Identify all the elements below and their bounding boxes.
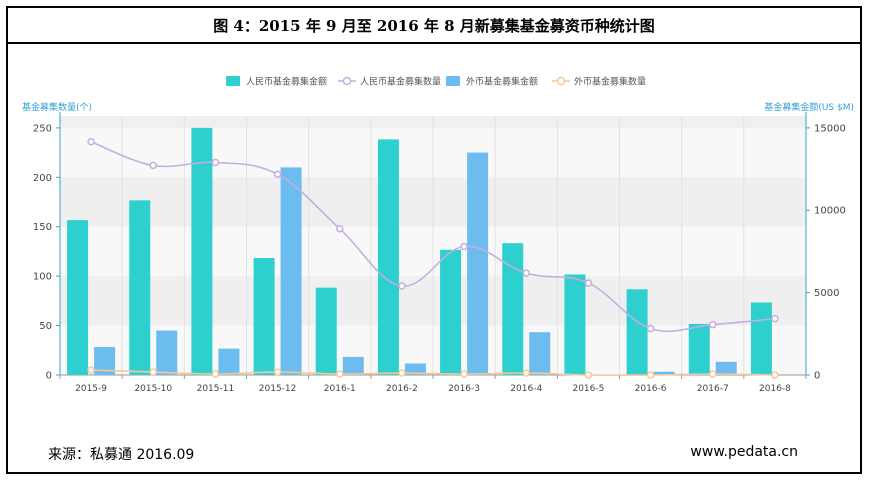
y-left-tick-label: 200 — [33, 173, 52, 184]
rmb-count-point — [398, 282, 406, 290]
rmb-count-point — [522, 269, 530, 277]
fx-count-point — [149, 368, 157, 376]
legend-swatch — [446, 76, 460, 86]
fx-count-point — [709, 370, 717, 378]
fx-count-point — [273, 368, 282, 376]
bar-rmb-amount — [253, 258, 275, 375]
x-tick-label: 2016-5 — [572, 384, 604, 394]
legend-label: 人民币基金募集金额 — [246, 76, 327, 88]
legend-label: 人民币基金募集数量 — [360, 76, 441, 88]
website-note: www.pedata.cn — [690, 444, 798, 460]
fx-count-point — [87, 366, 95, 374]
x-tick-label: 2015-11 — [197, 384, 235, 394]
fx-count-point — [211, 370, 220, 378]
bar-rmb-amount — [626, 289, 648, 375]
y-left-tick-label: 50 — [39, 321, 52, 332]
bar-rmb-amount — [750, 302, 772, 375]
bar-rmb-amount — [67, 220, 89, 375]
fx-count-point — [646, 371, 655, 379]
bar-rmb-amount — [315, 287, 337, 375]
fx-count-point — [771, 371, 779, 379]
rmb-count-point — [273, 170, 282, 179]
y-left-tick-label: 100 — [33, 272, 52, 283]
chart-area: 人民币基金募集金额 人民币基金募集数量 外币基金募集金额 外币基金募集数量基金募集数量… — [8, 44, 860, 434]
legend-swatch-marker — [556, 76, 566, 86]
bar-fx-amount — [404, 363, 426, 375]
legend-swatch-marker — [342, 76, 352, 86]
bar-fx-amount — [653, 371, 675, 375]
bar-rmb-amount — [129, 200, 151, 375]
bar-fx-amount — [280, 167, 302, 375]
x-tick-label: 2016-8 — [759, 384, 791, 394]
rmb-count-point — [709, 320, 717, 329]
bar-rmb-amount — [377, 139, 399, 375]
x-tick-label: 2016-2 — [386, 384, 418, 394]
rmb-count-point — [211, 158, 220, 167]
bar-rmb-amount — [564, 274, 586, 375]
bar-rmb-amount — [502, 243, 524, 375]
legend-label: 外币基金募集金额 — [466, 76, 538, 88]
x-tick-label: 2015-10 — [134, 384, 172, 394]
x-tick-label: 2016-7 — [697, 384, 729, 394]
y-right-tick-label: 0 — [814, 371, 820, 382]
x-tick-label: 2015-12 — [259, 384, 297, 394]
fx-count-point — [522, 369, 530, 377]
y-left-tick-label: 0 — [46, 371, 52, 382]
rmb-count-point — [336, 224, 344, 233]
bar-fx-amount — [218, 348, 240, 375]
source-note: 来源：私募通 2016.09 — [48, 447, 195, 463]
bar-fx-amount — [467, 152, 489, 375]
rmb-count-point — [646, 324, 655, 333]
legend-swatch — [226, 76, 240, 86]
bar-rmb-amount — [191, 127, 213, 375]
bar-fx-amount — [94, 346, 116, 375]
x-tick-label: 2015-9 — [75, 384, 107, 394]
bar-fx-amount — [529, 332, 551, 375]
bar-rmb-amount — [688, 323, 710, 375]
fx-count-point — [398, 369, 406, 377]
chart-frame: 图 4：2015 年 9 月至 2016 年 8 月新募集基金募资币种统计图 人… — [6, 6, 862, 474]
rmb-count-point — [771, 314, 779, 323]
chart-svg: 人民币基金募集金额 人民币基金募集数量 外币基金募集金额 外币基金募集数量基金募集数量… — [22, 76, 854, 395]
y-right-tick-label: 5000 — [814, 288, 839, 299]
rmb-count-point — [460, 242, 468, 251]
y-left-tick-label: 250 — [33, 123, 52, 134]
x-tick-label: 2016-3 — [448, 384, 480, 394]
legend-label: 外币基金募集数量 — [574, 76, 646, 88]
fx-count-point — [460, 370, 468, 378]
x-tick-label: 2016-1 — [324, 384, 356, 394]
y-left-tick-label: 150 — [33, 222, 52, 233]
y-right-tick-label: 15000 — [814, 123, 846, 134]
x-tick-label: 2016-6 — [635, 384, 667, 394]
rmb-count-point — [149, 161, 157, 170]
rmb-count-point — [584, 279, 593, 287]
y-right-tick-label: 10000 — [814, 206, 846, 217]
bar-fx-amount — [715, 361, 737, 375]
bar-fx-amount — [342, 356, 364, 375]
fx-count-line — [91, 369, 775, 377]
x-tick-label: 2016-4 — [510, 384, 542, 394]
chart-title: 图 4：2015 年 9 月至 2016 年 8 月新募集基金募资币种统计图 — [8, 8, 860, 44]
fx-count-point — [336, 370, 344, 378]
y-right-axis-title: 基金募集金额(US $M) — [764, 101, 854, 113]
y-left-axis-title: 基金募集数量(个) — [22, 101, 92, 113]
fx-count-point — [584, 371, 593, 379]
bar-rmb-amount — [440, 249, 462, 375]
rmb-count-point — [87, 137, 95, 146]
bar-fx-amount — [156, 330, 178, 375]
